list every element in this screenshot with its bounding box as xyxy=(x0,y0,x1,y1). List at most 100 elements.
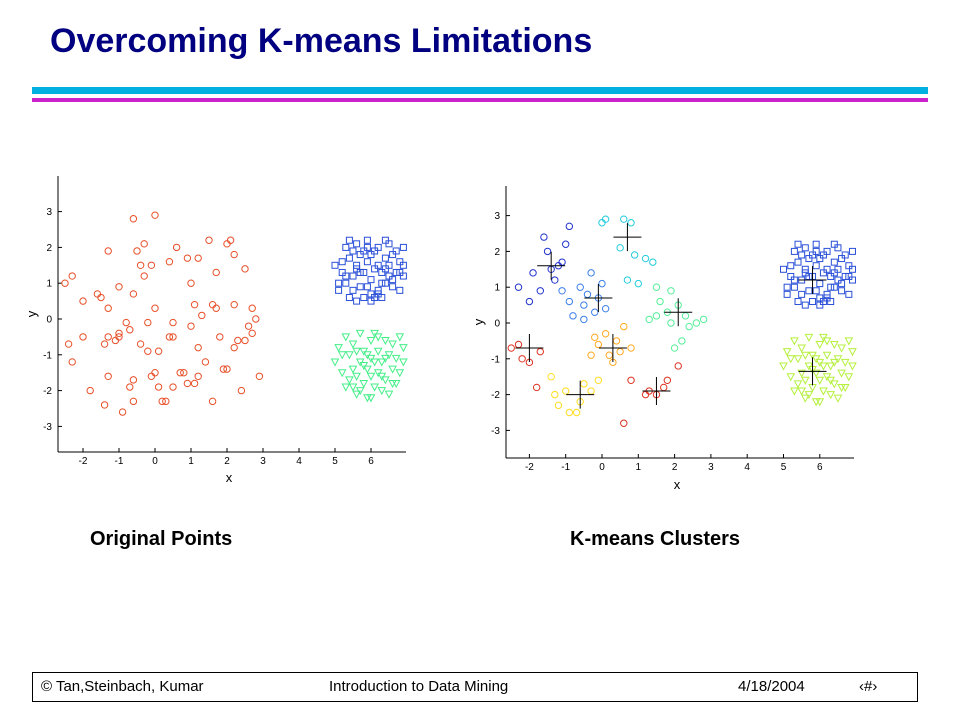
data-point xyxy=(115,329,123,338)
data-point xyxy=(360,294,368,302)
data-point xyxy=(187,322,195,330)
data-point xyxy=(356,268,364,276)
data-point xyxy=(367,251,375,259)
data-point xyxy=(805,272,813,280)
data-point xyxy=(399,272,407,280)
centroid-marker xyxy=(515,334,544,363)
data-point xyxy=(685,322,693,331)
data-point xyxy=(532,383,541,392)
data-point xyxy=(565,297,574,306)
data-point xyxy=(352,347,361,356)
data-point xyxy=(97,293,105,302)
data-point xyxy=(808,383,817,392)
data-point xyxy=(670,344,679,352)
data-point xyxy=(334,344,343,353)
data-point xyxy=(844,373,854,382)
data-point xyxy=(118,408,127,416)
data-point xyxy=(388,365,397,374)
data-point xyxy=(342,243,350,251)
data-point xyxy=(363,283,371,291)
data-point xyxy=(395,369,405,378)
data-point xyxy=(345,236,353,244)
data-point xyxy=(591,308,599,316)
data-point xyxy=(338,268,346,276)
data-point xyxy=(345,294,353,302)
data-point xyxy=(601,215,610,223)
data-point xyxy=(169,318,177,327)
data-point xyxy=(790,247,798,255)
x-tick-label: 4 xyxy=(744,462,750,473)
data-point xyxy=(827,298,835,306)
data-point xyxy=(381,279,389,287)
data-point xyxy=(165,258,174,266)
data-point xyxy=(187,279,195,287)
data-point xyxy=(230,343,238,352)
data-point xyxy=(356,251,364,259)
data-point xyxy=(378,294,386,302)
data-point xyxy=(652,312,661,320)
data-point xyxy=(805,255,813,263)
centroid-marker xyxy=(537,251,566,280)
data-point xyxy=(104,304,112,312)
data-point xyxy=(140,240,148,248)
data-point xyxy=(787,262,795,270)
data-point xyxy=(811,398,821,407)
data-point xyxy=(816,255,824,263)
data-point xyxy=(848,276,856,284)
data-point xyxy=(151,369,159,377)
data-point xyxy=(840,383,850,392)
data-point xyxy=(620,215,628,223)
data-point xyxy=(826,362,836,371)
data-point xyxy=(381,376,390,385)
data-point xyxy=(392,247,400,255)
data-point xyxy=(583,290,592,299)
data-point xyxy=(399,358,408,367)
y-tick-label: 0 xyxy=(46,315,52,326)
x-tick-label: 1 xyxy=(636,462,642,473)
data-point xyxy=(342,279,350,287)
data-point xyxy=(833,394,843,403)
data-point xyxy=(848,247,856,255)
data-point xyxy=(212,304,220,312)
footer-copyright: © Tan,Steinbach, Kumar xyxy=(41,678,204,695)
data-point xyxy=(838,287,846,295)
x-tick-label: 5 xyxy=(781,462,787,473)
data-point xyxy=(219,365,228,373)
data-point xyxy=(366,336,376,346)
data-point xyxy=(396,286,404,294)
data-point xyxy=(844,337,854,346)
data-point xyxy=(829,380,839,389)
data-point xyxy=(373,333,383,342)
x-tick-label: 0 xyxy=(599,462,605,473)
data-point xyxy=(169,333,177,341)
data-point xyxy=(360,247,368,255)
data-point xyxy=(797,387,806,396)
data-point xyxy=(331,261,339,269)
data-point xyxy=(381,354,390,363)
x-tick-label: 6 xyxy=(368,456,374,467)
data-point xyxy=(230,250,238,259)
data-point xyxy=(678,337,686,345)
x-axis-label: x xyxy=(226,470,233,485)
data-point xyxy=(819,298,827,306)
data-point xyxy=(151,304,159,312)
data-point xyxy=(396,258,404,266)
data-point xyxy=(349,286,357,294)
data-point xyxy=(352,390,361,399)
data-point xyxy=(216,333,224,341)
data-point xyxy=(373,347,383,356)
y-axis-label: y xyxy=(24,310,39,317)
data-point xyxy=(348,383,358,392)
data-point xyxy=(198,311,206,320)
y-tick-label: 3 xyxy=(494,211,500,222)
data-point xyxy=(205,236,213,244)
data-point xyxy=(837,344,846,353)
centroid-marker xyxy=(613,223,642,252)
data-point xyxy=(381,236,389,244)
data-point xyxy=(783,290,791,298)
data-point xyxy=(129,397,138,406)
x-tick-label: 3 xyxy=(708,462,714,473)
data-point xyxy=(779,362,788,371)
data-point xyxy=(93,290,102,298)
data-point xyxy=(241,336,249,345)
